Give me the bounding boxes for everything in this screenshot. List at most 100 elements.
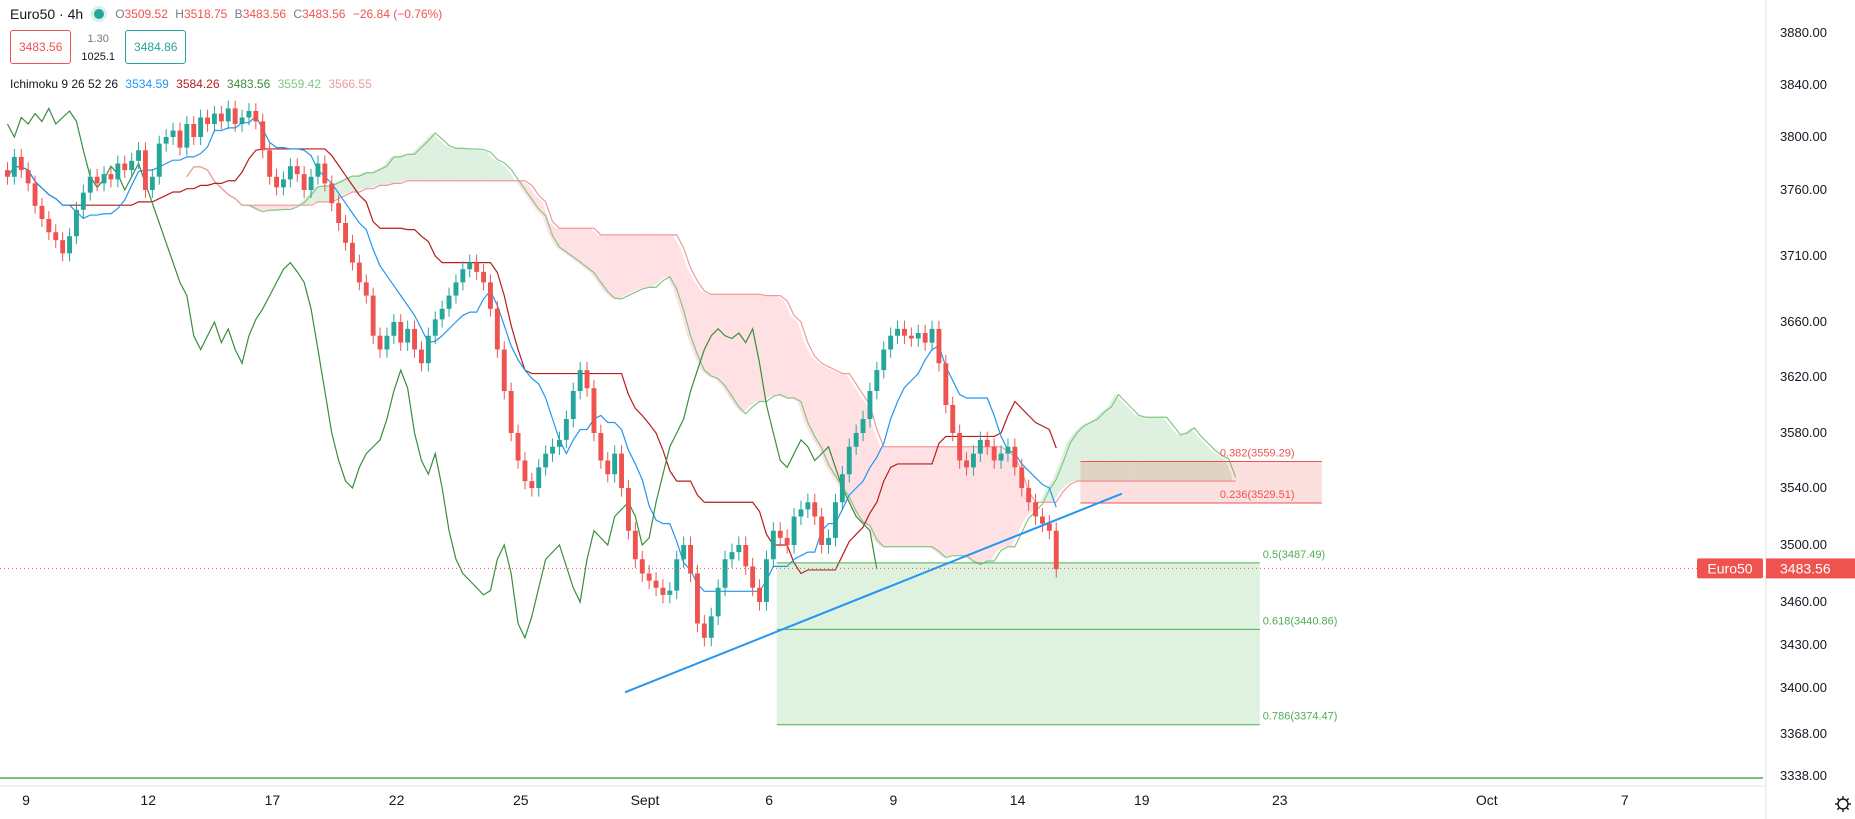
- candle: [419, 349, 424, 364]
- x-tick-label: 22: [389, 792, 405, 808]
- cloud-segment: [424, 133, 432, 181]
- candle: [488, 282, 493, 309]
- candle: [529, 481, 535, 488]
- x-tick-label: 23: [1272, 792, 1288, 808]
- candle: [715, 587, 721, 617]
- candle: [191, 124, 197, 137]
- sell-button[interactable]: 3483.56: [10, 30, 72, 64]
- candle: [494, 308, 500, 350]
- cloud-segment: [369, 169, 377, 189]
- cloud-segment: [618, 234, 625, 299]
- candle: [777, 530, 783, 538]
- cloud-segment: [1059, 443, 1067, 492]
- fib-level-label: 0.236(3529.51): [1220, 489, 1295, 501]
- symbol-badge: [1697, 558, 1763, 579]
- cloud-segment: [783, 300, 791, 398]
- cloud-segment: [1170, 426, 1177, 482]
- y-tick-label: 3710.00: [1780, 248, 1827, 263]
- cloud-segment: [749, 294, 757, 407]
- candle: [177, 130, 183, 148]
- ichimoku-value: 3559.42: [277, 77, 322, 91]
- cloud-segment: [921, 446, 929, 547]
- candle: [1033, 502, 1038, 517]
- cloud-segment: [638, 234, 646, 289]
- cloud-segment: [1087, 419, 1095, 482]
- candle: [398, 322, 404, 343]
- cloud-segment: [769, 295, 777, 397]
- x-tick-label: 19: [1134, 792, 1150, 808]
- cloud-segment: [321, 186, 329, 202]
- candle: [853, 433, 859, 447]
- candle: [598, 433, 604, 461]
- y-tick-label: 3368.00: [1780, 726, 1827, 741]
- candle: [391, 322, 397, 336]
- cloud-segment: [804, 342, 812, 437]
- y-tick-label: 3580.00: [1780, 425, 1827, 440]
- candle: [570, 391, 576, 419]
- cloud-segment: [673, 234, 681, 311]
- candle: [446, 295, 452, 309]
- cloud-segment: [997, 446, 1005, 551]
- symbol-label[interactable]: Euro50 · 4h: [10, 6, 84, 22]
- cloud-segment: [763, 295, 770, 402]
- candle: [991, 446, 997, 461]
- candle: [584, 370, 590, 389]
- cloud-segment: [452, 148, 460, 181]
- candle: [550, 446, 555, 454]
- cloud-segment: [445, 145, 453, 181]
- cloud-segment: [797, 322, 805, 423]
- fib-zone[interactable]: [776, 562, 1260, 725]
- candle: [957, 433, 963, 461]
- fib-level-label: 0.618(3440.86): [1263, 615, 1338, 627]
- candle: [343, 223, 348, 243]
- cloud-segment: [569, 228, 577, 262]
- candle: [439, 308, 445, 320]
- candle: [943, 363, 949, 405]
- candle: [750, 566, 756, 588]
- trendline[interactable]: [624, 492, 1123, 694]
- candle: [846, 446, 852, 475]
- candle: [639, 559, 645, 574]
- candle: [839, 474, 845, 503]
- candle: [998, 453, 1004, 461]
- y-tick-label: 3400.00: [1780, 680, 1827, 695]
- cloud-segment: [631, 234, 639, 293]
- ichimoku-value: 3483.56: [226, 77, 271, 91]
- cloud-segment: [694, 281, 701, 371]
- candle: [74, 209, 79, 237]
- cloud-segment: [418, 140, 425, 181]
- cloud-segment: [1073, 426, 1081, 482]
- fib-level-label: 0.5(3487.49): [1263, 549, 1325, 561]
- x-tick-label: 14: [1010, 792, 1026, 808]
- cloud-segment: [901, 446, 908, 547]
- candle: [757, 587, 762, 602]
- cloud-segment: [507, 169, 515, 181]
- candle: [67, 236, 72, 254]
- candle: [301, 174, 307, 190]
- candle: [39, 205, 45, 220]
- candle: [287, 166, 293, 180]
- cloud-segment: [963, 446, 970, 562]
- candle: [833, 502, 838, 538]
- cloud-segment: [1197, 436, 1205, 482]
- buy-button[interactable]: 3484.86: [125, 30, 187, 64]
- candle: [557, 439, 562, 447]
- ichimoku-legend[interactable]: Ichimoku 9 26 52 26 3534.59 3584.26 3483…: [10, 77, 376, 91]
- candle: [212, 113, 217, 124]
- candle: [184, 124, 190, 148]
- candle: [701, 623, 707, 638]
- cloud-segment: [1163, 417, 1171, 482]
- tenkan-sen-line: [6, 115, 1057, 592]
- candle: [108, 174, 114, 180]
- cloud-segment: [970, 446, 977, 565]
- candle: [205, 117, 210, 124]
- fib-zone[interactable]: [1080, 461, 1322, 503]
- candle: [329, 183, 335, 204]
- cloud-segment: [562, 228, 570, 257]
- cloud-segment: [976, 446, 984, 565]
- settings-gear-icon[interactable]: [1835, 796, 1851, 812]
- candle: [826, 537, 831, 545]
- cloud-segment: [1204, 443, 1212, 482]
- candle: [46, 219, 52, 233]
